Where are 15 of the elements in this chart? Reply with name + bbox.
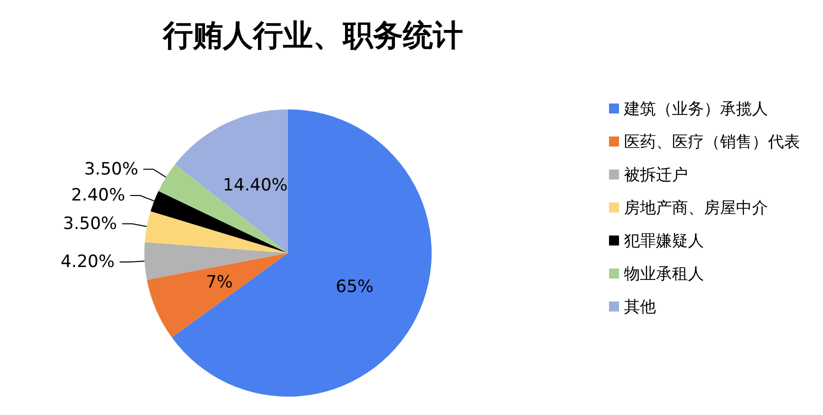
data-label: 2.40% — [71, 186, 126, 206]
chart-title: 行贿人行业、职务统计 — [162, 18, 463, 54]
legend-label: 物业承租人 — [624, 264, 704, 283]
data-label: 7% — [206, 272, 233, 293]
legend-label: 被拆迁户 — [624, 165, 688, 184]
data-label: 14.40% — [222, 176, 288, 196]
legend-label: 房地产商、房屋中介 — [624, 198, 768, 217]
data-label: 65% — [336, 276, 374, 297]
legend-label: 其他 — [624, 297, 656, 316]
data-label: 3.50% — [63, 214, 118, 234]
legend-label: 犯罪嫌疑人 — [624, 231, 704, 250]
data-label: 3.50% — [84, 159, 138, 180]
legend-label: 医药、医疗（销售）代表 — [624, 132, 800, 151]
data-label: 4.20% — [60, 252, 115, 272]
legend-label: 建筑（业务）承揽人 — [623, 99, 768, 118]
